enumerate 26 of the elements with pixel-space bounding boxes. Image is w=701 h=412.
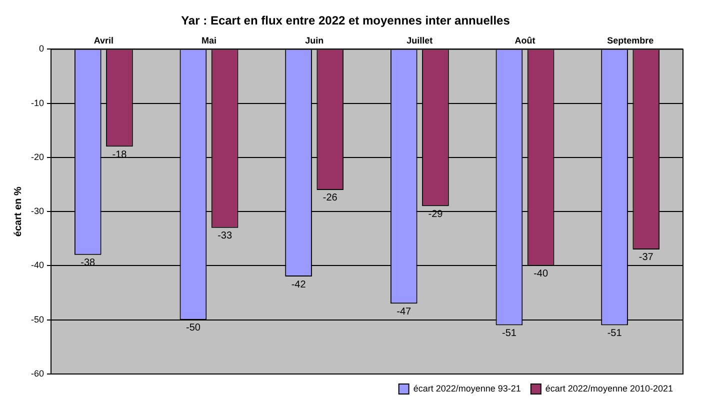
y-tick-label: -60: [30, 368, 44, 378]
data-label: -40: [534, 268, 548, 280]
data-label: -33: [218, 230, 232, 242]
legend-label: écart 2022/moyenne 93-21: [413, 383, 521, 394]
data-label: -51: [502, 328, 517, 340]
x-tick-label: Avril: [94, 35, 114, 46]
y-tick-label: -30: [30, 206, 44, 216]
x-tick-label: Septembre: [607, 35, 654, 46]
x-tick-label: Juin: [305, 35, 324, 46]
y-tick-label: -40: [30, 260, 44, 270]
y-tick-label: -10: [30, 98, 44, 108]
legend-label: écart 2022/moyenne 2010-2021: [545, 383, 674, 394]
data-label: -50: [186, 322, 201, 334]
x-tick-label: Août: [514, 35, 536, 46]
chart-title: Yar : Ecart en flux entre 2022 et moyennes inter annuelles: [181, 14, 510, 28]
y-tick-label: 0: [38, 44, 44, 54]
x-tick-label: Mai: [202, 35, 217, 46]
data-label: -37: [638, 252, 654, 264]
data-label: -51: [607, 328, 622, 340]
x-tick-label: Juillet: [406, 35, 433, 46]
y-tick-label: -20: [30, 152, 44, 162]
data-label: -26: [322, 192, 338, 204]
y-axis-title: écart en %: [12, 186, 24, 237]
data-label: -42: [291, 279, 306, 290]
y-tick-label: -50: [30, 314, 44, 324]
data-label: -47: [396, 306, 412, 318]
